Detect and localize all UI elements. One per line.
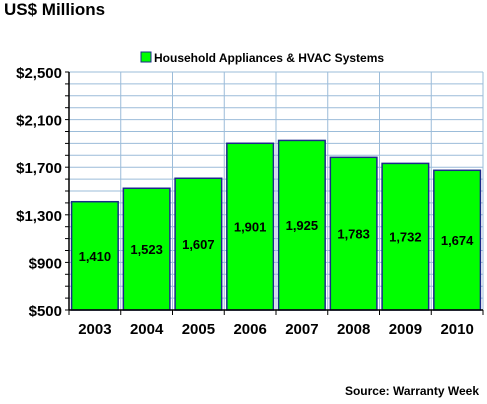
value-label-2009: 1,732 xyxy=(389,230,422,245)
bar-2010 xyxy=(433,169,482,311)
value-label-2010: 1,674 xyxy=(441,233,474,248)
bar-2004 xyxy=(122,187,171,311)
legend-swatch xyxy=(140,51,152,63)
bar-2003 xyxy=(70,200,119,311)
legend-label: Household Appliances & HVAC Systems xyxy=(154,51,384,65)
y-tick-label: $500 xyxy=(29,303,62,320)
x-tick-label-2010: 2010 xyxy=(440,321,473,338)
y-tick-label: $900 xyxy=(29,255,62,272)
x-tick-label-2006: 2006 xyxy=(233,321,266,338)
y-tick-label: $1,700 xyxy=(16,160,62,177)
bar-2009 xyxy=(381,162,430,311)
source-note: Source: Warranty Week xyxy=(344,384,479,398)
labels: 1,410 2003 1,523 2004 1,607 2005 1,901 2006 1,92… xyxy=(16,65,474,338)
bar-2006 xyxy=(226,142,275,311)
y-tick-label: $2,500 xyxy=(16,65,62,82)
value-label-2007: 1,925 xyxy=(286,218,319,233)
value-label-2008: 1,783 xyxy=(337,227,370,242)
chart-legend: Household Appliances & HVAC Systems xyxy=(140,51,384,65)
bar-2005 xyxy=(174,177,223,311)
value-label-2004: 1,523 xyxy=(130,242,163,257)
x-tick-label-2009: 2009 xyxy=(389,321,422,338)
value-label-2005: 1,607 xyxy=(182,237,215,252)
x-tick-label-2005: 2005 xyxy=(182,321,215,338)
x-tick-label-2003: 2003 xyxy=(78,321,111,338)
y-unit-label: US$ Millions xyxy=(4,0,106,19)
bar-2007 xyxy=(277,139,326,311)
bar-2008 xyxy=(329,156,378,311)
value-label-2003: 1,410 xyxy=(79,249,112,264)
x-tick-label-2008: 2008 xyxy=(337,321,370,338)
value-label-2006: 1,901 xyxy=(234,220,267,235)
bars xyxy=(70,139,482,311)
y-tick-label: $2,100 xyxy=(16,113,62,130)
x-tick-label-2007: 2007 xyxy=(285,321,318,338)
axes xyxy=(65,71,484,315)
y-tick-label: $1,300 xyxy=(16,208,62,225)
x-tick-label-2004: 2004 xyxy=(130,321,164,338)
